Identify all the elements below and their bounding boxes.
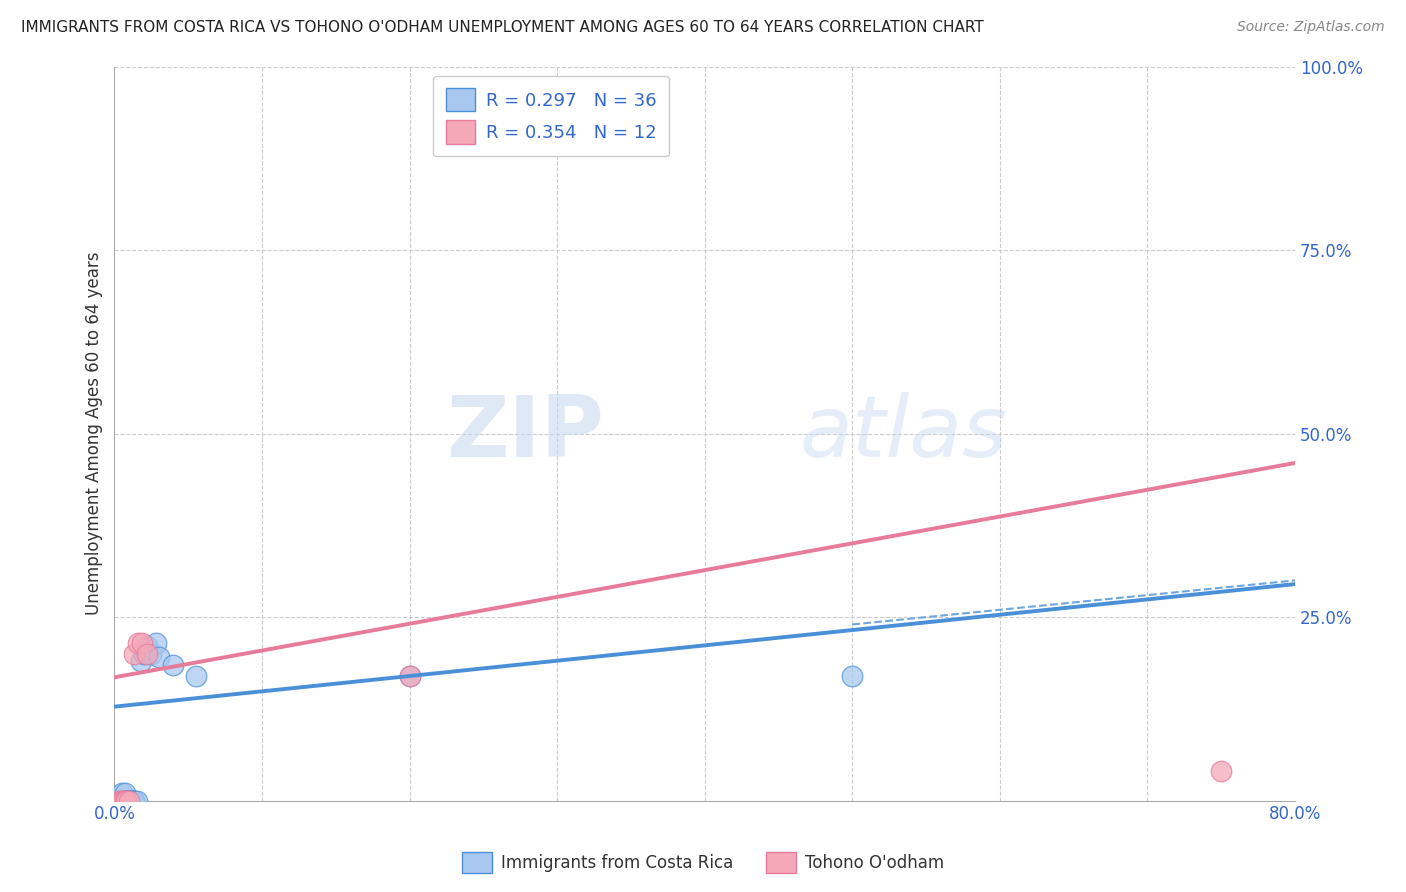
Point bbox=[129, 654, 152, 668]
Point bbox=[135, 647, 157, 661]
Point bbox=[131, 636, 153, 650]
Point bbox=[121, 794, 143, 808]
Point bbox=[112, 794, 135, 808]
Point bbox=[162, 657, 184, 672]
Point bbox=[132, 647, 155, 661]
Point bbox=[108, 794, 131, 808]
Point bbox=[1211, 764, 1233, 779]
Point bbox=[112, 794, 135, 808]
Point bbox=[135, 640, 157, 654]
Point bbox=[111, 794, 134, 808]
Point bbox=[127, 636, 149, 650]
Point bbox=[117, 794, 139, 808]
Point bbox=[841, 669, 863, 683]
Point bbox=[398, 669, 420, 683]
Point bbox=[148, 650, 170, 665]
Point bbox=[122, 647, 145, 661]
Point bbox=[112, 794, 135, 808]
Text: ZIP: ZIP bbox=[447, 392, 605, 475]
Point bbox=[120, 794, 142, 808]
Point bbox=[114, 794, 136, 808]
Point bbox=[114, 786, 136, 800]
Point bbox=[118, 794, 141, 808]
Legend: Immigrants from Costa Rica, Tohono O'odham: Immigrants from Costa Rica, Tohono O'odh… bbox=[456, 846, 950, 880]
Point bbox=[115, 794, 138, 808]
Point bbox=[115, 794, 138, 808]
Point bbox=[145, 636, 167, 650]
Point bbox=[117, 794, 139, 808]
Point bbox=[118, 794, 141, 808]
Point bbox=[125, 794, 148, 808]
Point bbox=[118, 794, 141, 808]
Point bbox=[111, 786, 134, 800]
Text: IMMIGRANTS FROM COSTA RICA VS TOHONO O'ODHAM UNEMPLOYMENT AMONG AGES 60 TO 64 YE: IMMIGRANTS FROM COSTA RICA VS TOHONO O'O… bbox=[21, 20, 984, 35]
Point bbox=[122, 794, 145, 808]
Point bbox=[110, 794, 132, 808]
Point bbox=[111, 794, 134, 808]
Legend: R = 0.297   N = 36, R = 0.354   N = 12: R = 0.297 N = 36, R = 0.354 N = 12 bbox=[433, 76, 669, 156]
Point bbox=[121, 794, 143, 808]
Point bbox=[114, 794, 136, 808]
Point bbox=[111, 794, 134, 808]
Y-axis label: Unemployment Among Ages 60 to 64 years: Unemployment Among Ages 60 to 64 years bbox=[86, 252, 103, 615]
Point bbox=[115, 794, 138, 808]
Text: Source: ZipAtlas.com: Source: ZipAtlas.com bbox=[1237, 20, 1385, 34]
Point bbox=[122, 794, 145, 808]
Point bbox=[184, 669, 207, 683]
Point bbox=[118, 794, 141, 808]
Point bbox=[110, 794, 132, 808]
Point bbox=[115, 794, 138, 808]
Point bbox=[398, 669, 420, 683]
Point bbox=[141, 647, 163, 661]
Point bbox=[108, 794, 131, 808]
Point bbox=[112, 794, 135, 808]
Point bbox=[114, 794, 136, 808]
Text: atlas: atlas bbox=[799, 392, 1007, 475]
